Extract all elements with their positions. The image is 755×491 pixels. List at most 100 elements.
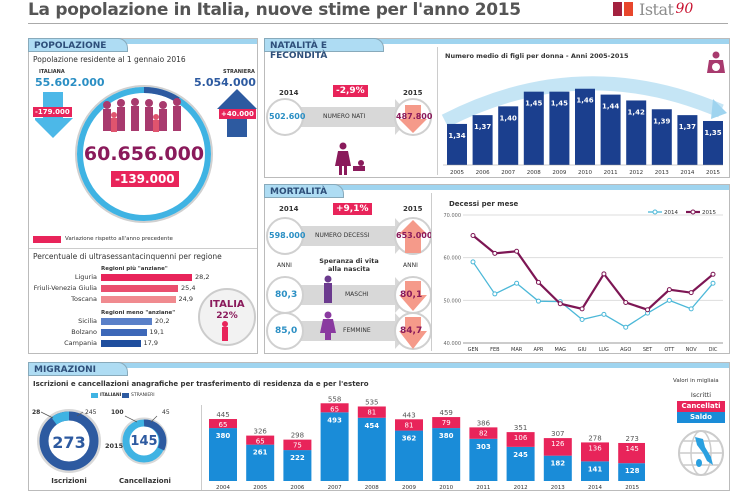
data-point-2014: [666, 297, 672, 303]
anni-label: ANNI: [277, 262, 292, 269]
data-point-2014: [710, 280, 716, 286]
data-point-2015: [645, 307, 651, 313]
maschi-label: MASCHI: [345, 291, 369, 298]
total-label: 326: [254, 428, 268, 436]
legend-label: 2015: [702, 210, 716, 216]
title-divider: [28, 23, 728, 24]
y-tick-label: 60.000: [444, 256, 462, 262]
region-name: Bolzano: [71, 328, 97, 336]
fertility-bar-label: 1,35: [704, 129, 721, 137]
year-label: 2006: [290, 485, 304, 491]
data-point-2014: [514, 280, 520, 286]
series-line-2014: [472, 261, 714, 328]
x-tick-label: APR: [533, 347, 543, 353]
saldo-label: 454: [364, 422, 379, 430]
femmine-label: FEMMINE: [343, 327, 371, 334]
people-crowd-icon: [103, 98, 181, 132]
region-name: Sicilia: [78, 317, 97, 325]
x-tick-label: GIU: [578, 347, 587, 353]
key-saldo: Saldo: [677, 412, 725, 423]
saldo-bar: [469, 438, 498, 481]
fertility-year-label: 2006: [476, 170, 490, 176]
key-iscritti: Iscritti: [690, 391, 712, 399]
total-label: 459: [440, 409, 453, 417]
migrazioni-subtitle: Iscrizioni e cancellazioni anagrafiche p…: [33, 380, 369, 388]
maschi-2015: 80,1: [400, 290, 423, 300]
cancellati-bar: [246, 435, 275, 445]
x-tick-label: SET: [643, 347, 653, 353]
data-point-2015: [623, 299, 629, 305]
section-title: MIGRAZIONI: [28, 362, 128, 376]
migration-bar-chart: 380 65 445 2004 261 65 326 2005 222 75 298 2006 493 6…: [209, 395, 645, 491]
region-value: 24,9: [178, 295, 193, 303]
data-point-2014: [579, 317, 585, 323]
life-expectancy-subtitle: alla nascita: [328, 265, 370, 273]
cancellati-label: 106: [514, 434, 528, 442]
region-name: Liguria: [74, 273, 97, 281]
italia-label: ITALIA: [209, 299, 245, 310]
x-tick-label: AGO: [620, 347, 631, 353]
fertility-bar-label: 1,45: [525, 100, 542, 108]
year-2014: 2014: [279, 89, 299, 97]
x-tick-label: NOV: [686, 347, 698, 353]
year-label: 2013: [551, 485, 565, 491]
popolazione-panel: POPOLAZIONE Popolazione residente al 1 g…: [28, 38, 258, 354]
fertility-bar-label: 1,44: [602, 103, 619, 111]
births-flow: [266, 98, 432, 136]
total-label: 558: [328, 395, 341, 403]
cancellati-bar: [209, 419, 237, 429]
young-regions-header: Regioni meno "anziane": [101, 310, 176, 316]
section-title: POPOLAZIONE: [28, 38, 128, 52]
femmine-2015: 84,7: [400, 326, 423, 336]
saldo-label: 222: [290, 454, 305, 462]
cancellati-bar: [357, 406, 386, 418]
italia-value: 22%: [216, 311, 238, 321]
cancellati-label: 81: [367, 408, 376, 416]
old-regions-header: Regioni più "anziane": [101, 266, 168, 272]
saldo-label: 261: [253, 449, 268, 457]
unit-note: Valori in migliaia: [673, 378, 719, 384]
cancellati-bar: [469, 427, 498, 439]
saldo-bar: [209, 428, 237, 481]
data-point-2015: [492, 250, 498, 256]
migrazioni-panel: MIGRAZIONI Iscrizioni e cancellazioni an…: [28, 362, 730, 491]
total-change: -139.000: [111, 171, 179, 187]
cancellazioni-stranieri: 45: [162, 409, 170, 416]
cancellati-bar: [543, 438, 572, 456]
legend-italiani-swatch: [91, 393, 98, 398]
data-point-2014: [601, 311, 607, 317]
legend-text: Variazione rispetto all'anno precedente: [65, 236, 173, 242]
year-label: 2007: [328, 485, 342, 491]
pregnant-woman-icon: [707, 51, 725, 73]
regions-title: Percentuale di ultrasessantacinquenni pe…: [33, 252, 222, 261]
series-line-2015: [472, 234, 714, 311]
cancellati-bar: [432, 417, 461, 429]
data-point-2015: [601, 271, 607, 277]
saldo-label: 362: [402, 435, 417, 443]
saldo-label: 182: [550, 460, 565, 468]
page-title: La popolazione in Italia, nuove stime pe…: [28, 0, 521, 20]
year-label: 2004: [216, 485, 230, 491]
fertility-year-label: 2015: [706, 170, 720, 176]
cancellati-bar: [320, 403, 349, 413]
mortality-flows: [266, 217, 432, 350]
saldo-bar: [246, 444, 275, 481]
x-tick-label: GEN: [468, 347, 479, 353]
cancellati-label: 65: [330, 405, 339, 413]
legend-marker-2015: [690, 209, 696, 215]
region-name: Toscana: [71, 295, 97, 303]
data-point-2015: [710, 271, 716, 277]
total-label: 273: [626, 435, 639, 443]
fertility-bar: [703, 121, 723, 165]
cancellazioni-italiani: 100: [111, 409, 124, 416]
saldo-label: 141: [588, 465, 603, 473]
legend-swatch: [33, 236, 61, 243]
fertility-bar: [600, 94, 621, 165]
births-label: NUMERO NATI: [323, 113, 366, 120]
deaths-label: NUMERO DECESSI: [315, 232, 370, 239]
data-point-2014: [535, 298, 541, 304]
births-2015: 487.800: [396, 112, 433, 121]
region-value: 25,4: [181, 284, 196, 292]
total-label: 386: [477, 419, 491, 427]
istat-logo: Istat 90: [613, 0, 693, 19]
